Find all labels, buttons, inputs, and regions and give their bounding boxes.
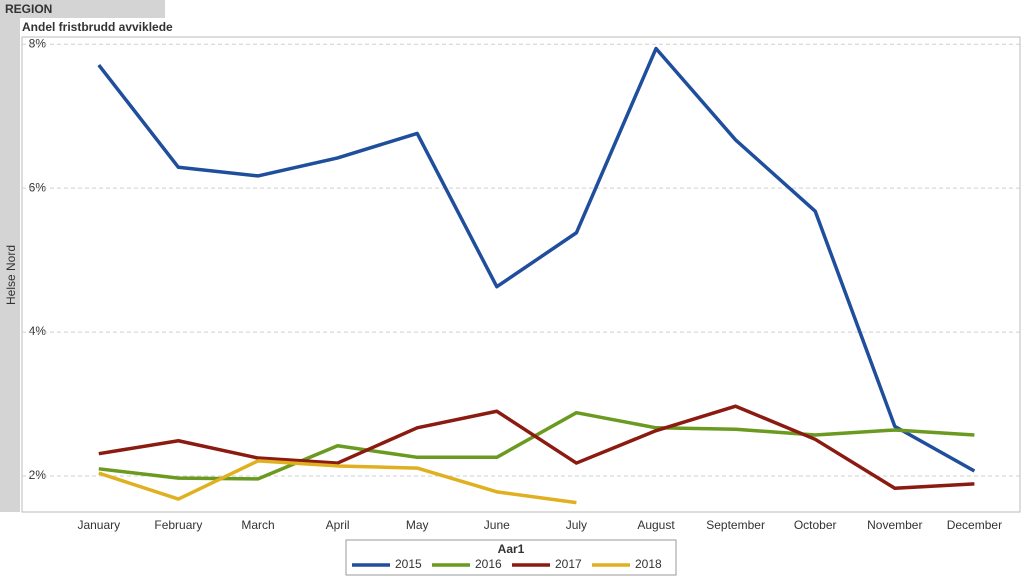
x-tick-label: August — [637, 518, 675, 532]
x-tick-label: September — [706, 518, 765, 532]
x-tick-label: October — [794, 518, 837, 532]
plot-frame — [21, 36, 1021, 513]
legend-label: 2018 — [635, 557, 662, 571]
x-tick-label: April — [326, 518, 350, 532]
legend-label: 2015 — [395, 557, 422, 571]
series-line — [98, 410, 975, 481]
legend-label: 2016 — [475, 557, 502, 571]
x-tick-label: January — [77, 518, 120, 532]
y-tick-label: 2% — [29, 468, 47, 482]
x-tick-label: July — [566, 518, 587, 532]
x-tick-label: November — [867, 518, 922, 532]
y-tick-label: 6% — [29, 180, 47, 194]
series-line — [98, 404, 975, 490]
x-tick-label: June — [484, 518, 510, 532]
chart-title: Andel fristbrudd avviklede — [22, 20, 173, 34]
y-tick-label: 8% — [29, 36, 47, 50]
legend-label: 2017 — [555, 557, 582, 571]
series-line — [97, 46, 976, 473]
legend-title: Aar1 — [498, 542, 525, 556]
x-tick-label: March — [241, 518, 274, 532]
x-tick-label: December — [947, 518, 1002, 532]
header-box — [0, 0, 165, 18]
legend-box — [345, 539, 677, 576]
x-tick-label: May — [406, 518, 429, 532]
row-label: Helse Nord — [4, 245, 18, 305]
row-header-box — [0, 18, 20, 512]
series-line — [98, 459, 577, 505]
header: REGION — [5, 2, 52, 16]
x-tick-label: February — [154, 518, 202, 532]
y-tick-label: 4% — [29, 324, 47, 338]
